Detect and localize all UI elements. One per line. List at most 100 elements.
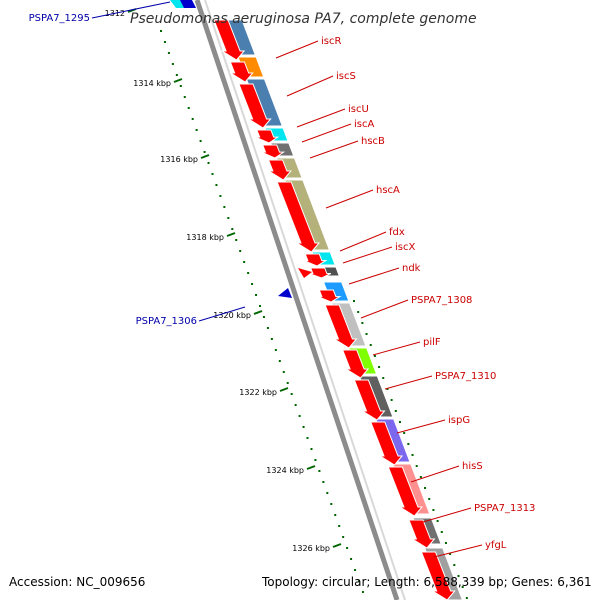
forward-gene-arrow [353, 379, 386, 421]
gene-labels: iscR iscS iscU iscA hscB hscA fdx iscX ndk PSPA7_… [29, 1, 535, 558]
accession-text: Accession: NC_009656 [9, 575, 145, 589]
guide-dot [251, 283, 254, 285]
guide-dot [338, 525, 341, 527]
gene-leader-line [301, 123, 352, 143]
guide-dot [278, 360, 281, 362]
guide-dot [231, 228, 234, 230]
gene-leader-line [360, 299, 409, 319]
guide-dot [382, 377, 385, 379]
guide-dot [365, 333, 368, 335]
guide-dot [294, 404, 297, 406]
forward-gene-arrow [420, 551, 456, 600]
reverse-gene-arrow [180, 0, 196, 8]
guide-dot [369, 344, 372, 346]
map-title: Pseudomonas aeruginosa PA7, complete gen… [130, 11, 477, 27]
kbp-tick-label: 1326 kbp [292, 544, 330, 553]
guide-dot [286, 382, 289, 384]
gene-leader-line [342, 246, 393, 264]
guide-dot [262, 316, 265, 318]
guide-dot [419, 476, 422, 478]
guide-dot [353, 300, 355, 302]
guide-dot [259, 305, 261, 307]
guide-dot [436, 520, 439, 522]
kbp-tick-label: 1320 kbp [213, 311, 251, 320]
guide-dot [235, 239, 238, 241]
kbp-tick-label: 1324 kbp [266, 466, 304, 475]
gene-leader-line [348, 267, 400, 285]
guide-dot [282, 371, 285, 373]
gene-leader-line [384, 375, 433, 390]
guide-dot [386, 388, 389, 390]
guide-dot [398, 421, 401, 423]
gene-leader-line [286, 75, 334, 97]
forward-gene-arrow [408, 519, 436, 549]
guide-dot [270, 338, 273, 340]
forward-gene-arrow [324, 304, 358, 349]
kbp-tick-mark [306, 465, 316, 470]
gene-label: PSPA7_1310 [435, 371, 496, 382]
guide-dot [415, 465, 418, 467]
kbp-tick-mark [226, 232, 236, 237]
guide-dot [187, 107, 190, 109]
forward-gene-arrow [370, 421, 404, 466]
guide-dot [215, 184, 218, 186]
guide-dot [403, 432, 406, 434]
guide-dot [255, 294, 258, 296]
guide-dot [461, 586, 464, 588]
guide-dot [465, 597, 468, 599]
guide-dot [322, 481, 325, 483]
gene-label: hscA [376, 185, 400, 196]
guide-dot [266, 327, 269, 329]
gene-label: iscR [321, 36, 341, 47]
guide-dot [407, 443, 410, 445]
guide-dot [378, 366, 381, 368]
kbp-tick-mark [332, 543, 342, 548]
gene-leader-line [433, 544, 483, 558]
guide-dot [171, 63, 174, 65]
guide-dot [326, 492, 329, 494]
guide-dot [444, 542, 447, 544]
forward-gene-arrow [228, 61, 254, 83]
guide-dot [357, 311, 360, 313]
gene-label: ispG [448, 415, 470, 426]
forward-gene-arrow [341, 349, 370, 379]
guide-dot [207, 162, 210, 164]
kbp-tick-mark [173, 78, 183, 83]
reverse-gene-arrow [278, 288, 292, 298]
guide-dot [361, 322, 364, 324]
gene-label: yfgL [485, 540, 507, 551]
gene-leader-line [339, 231, 387, 252]
gene-leader-line [325, 189, 374, 209]
gene-track [170, 0, 456, 600]
guide-dot [411, 454, 414, 456]
kbp-tick-label: 1318 kbp [186, 233, 224, 242]
guide-dot [424, 487, 427, 489]
guide-dot [330, 503, 333, 505]
forward-gene-arrow [261, 144, 286, 159]
guide-dot [183, 96, 186, 98]
forward-gene-arrow [238, 83, 272, 129]
guide-dot [453, 564, 456, 566]
guide-dot [199, 140, 202, 142]
guide-dot [175, 74, 178, 76]
gene-label: PSPA7_1313 [474, 503, 535, 514]
guide-dot [457, 575, 460, 577]
guide-dot [290, 393, 293, 395]
forward-gene-arrow [303, 253, 328, 267]
guide-dot [310, 448, 313, 450]
guide-dot [342, 536, 345, 538]
backbone-outer [194, 0, 400, 600]
forward-gene-arrow [276, 181, 321, 253]
forward-gene-arrow [213, 19, 246, 61]
guide-dot [346, 547, 349, 549]
gene-label: iscU [348, 104, 369, 115]
forward-gene-arrow [255, 129, 280, 144]
topology-text: Topology: circular; Length: 6,588,339 bp… [261, 575, 592, 589]
guide-dot [432, 509, 435, 511]
kbp-tick-mark [200, 154, 210, 159]
guide-dot [306, 437, 309, 439]
guide-dot [318, 470, 321, 472]
guide-dot [302, 426, 305, 428]
guide-dot [373, 355, 376, 357]
